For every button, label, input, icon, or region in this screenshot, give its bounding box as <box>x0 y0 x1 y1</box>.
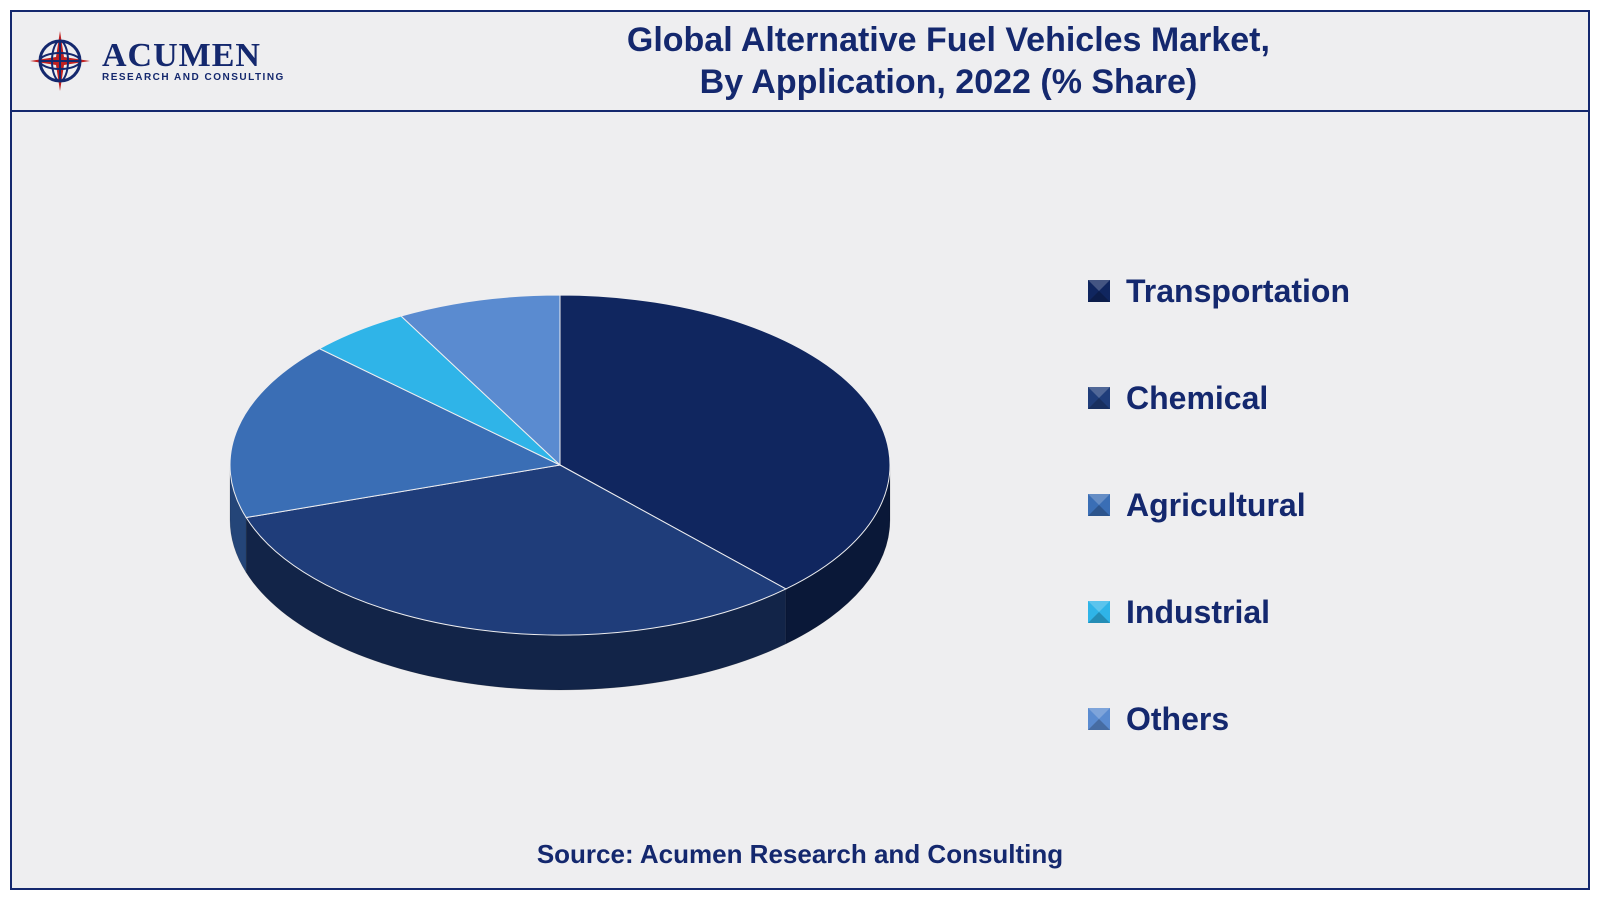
legend-label: Agricultural <box>1126 487 1306 524</box>
pie-svg <box>180 240 960 760</box>
chart-body: Transportation Chemical Agricultural Ind… <box>12 112 1588 888</box>
chart-title: Global Alternative Fuel Vehicles Market,… <box>325 19 1572 104</box>
legend-item: Agricultural <box>1088 487 1548 524</box>
legend-swatch-icon <box>1088 708 1110 730</box>
legend-swatch-icon <box>1088 494 1110 516</box>
globe-icon <box>28 29 92 93</box>
legend-item: Others <box>1088 701 1548 738</box>
legend-label: Others <box>1126 701 1229 738</box>
legend-item: Chemical <box>1088 380 1548 417</box>
legend: Transportation Chemical Agricultural Ind… <box>1088 112 1588 888</box>
title-line-2: By Application, 2022 (% Share) <box>325 61 1572 104</box>
pie-chart <box>12 112 1088 888</box>
brand-text: ACUMEN RESEARCH AND CONSULTING <box>102 39 285 83</box>
source-text: Source: Acumen Research and Consulting <box>12 839 1588 870</box>
header: ACUMEN RESEARCH AND CONSULTING Global Al… <box>12 12 1588 112</box>
legend-label: Chemical <box>1126 380 1268 417</box>
chart-container: ACUMEN RESEARCH AND CONSULTING Global Al… <box>10 10 1590 890</box>
brand-main: ACUMEN <box>102 39 285 73</box>
title-line-1: Global Alternative Fuel Vehicles Market, <box>325 19 1572 62</box>
legend-swatch-icon <box>1088 280 1110 302</box>
legend-item: Transportation <box>1088 273 1548 310</box>
legend-swatch-icon <box>1088 601 1110 623</box>
brand-sub: RESEARCH AND CONSULTING <box>102 73 285 83</box>
brand-logo: ACUMEN RESEARCH AND CONSULTING <box>28 29 285 93</box>
legend-label: Industrial <box>1126 594 1270 631</box>
legend-label: Transportation <box>1126 273 1350 310</box>
legend-item: Industrial <box>1088 594 1548 631</box>
legend-swatch-icon <box>1088 387 1110 409</box>
